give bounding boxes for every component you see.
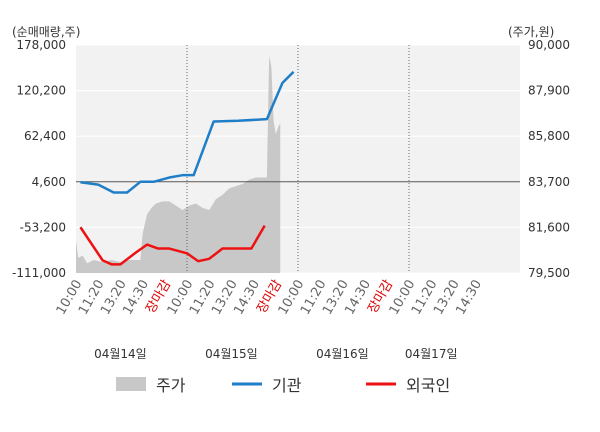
right-axis-title: (주가,원) <box>508 25 554 39</box>
left-tick-label: 120,200 <box>16 84 66 98</box>
series-line-foreign <box>79 225 266 266</box>
date-label: 04월14일 <box>94 347 147 361</box>
legend-label: 기관 <box>272 376 302 395</box>
right-tick-label: 81,600 <box>528 220 570 234</box>
price-area <box>76 55 281 273</box>
left-tick-label: -53,200 <box>20 220 66 234</box>
legend-label: 외국인 <box>406 376 450 395</box>
left-tick-label: 62,400 <box>24 129 66 143</box>
legend: 주가 기관 외국인 <box>116 376 450 395</box>
legend-swatch-price <box>116 377 146 391</box>
right-tick-label: 87,900 <box>528 84 570 98</box>
series-line-institution <box>80 70 295 194</box>
right-tick-label: 79,500 <box>528 266 570 280</box>
date-label: 04월17일 <box>405 347 458 361</box>
right-tick-label: 85,800 <box>528 129 570 143</box>
left-axis-title: (순매매량,주) <box>12 25 80 39</box>
left-tick-label: -111,000 <box>12 266 66 280</box>
date-label: 04월15일 <box>205 347 258 361</box>
right-tick-label: 90,000 <box>528 38 570 52</box>
left-tick-label: 4,600 <box>32 175 66 189</box>
legend-label: 주가 <box>156 376 186 395</box>
left-tick-label: 178,000 <box>16 38 66 52</box>
date-label: 04월16일 <box>316 347 369 361</box>
right-tick-label: 83,700 <box>528 175 570 189</box>
